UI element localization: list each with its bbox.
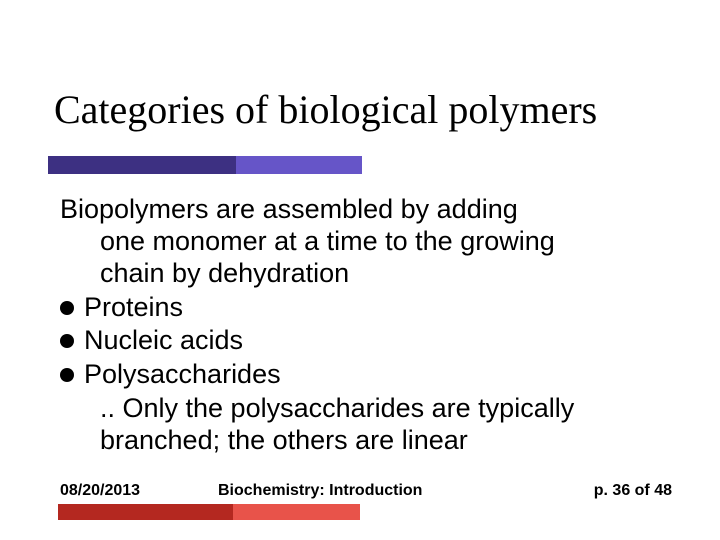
bullet-label: Polysaccharides: [84, 359, 281, 391]
lead-line2: one monomer at a time to the growing: [60, 226, 670, 258]
underline-seg2: [236, 156, 362, 174]
underline-seg1: [48, 156, 236, 174]
note-paragraph: .. Only the polysaccharides are typicall…: [60, 393, 670, 457]
footer-page: p. 36 of 48: [594, 482, 672, 500]
body-area: Biopolymers are assembled by adding one …: [60, 194, 670, 457]
lead-line3: chain by dehydration: [60, 258, 670, 290]
slide-title: Categories of biological polymers: [54, 86, 694, 133]
bullet-item-nucleic-acids: Nucleic acids: [60, 325, 670, 357]
lead-line1: Biopolymers are assembled by adding: [60, 194, 670, 226]
bullet-label: Nucleic acids: [84, 325, 243, 357]
bullet-dot-icon: [60, 334, 74, 348]
slide: Categories of biological polymers Biopol…: [0, 0, 720, 540]
bullet-item-polysaccharides: Polysaccharides: [60, 359, 670, 391]
bullet-dot-icon: [60, 301, 74, 315]
bullet-item-proteins: Proteins: [60, 292, 670, 324]
note-line2: branched; the others are linear: [100, 425, 670, 457]
lead-paragraph: Biopolymers are assembled by adding one …: [60, 194, 670, 290]
footer-seg1: [58, 504, 233, 520]
footer-underline: [58, 504, 360, 520]
footer-date: 08/20/2013: [60, 482, 140, 500]
note-line1: .. Only the polysaccharides are typicall…: [100, 393, 670, 425]
footer-center: Biochemistry: Introduction: [218, 482, 422, 500]
bullet-dot-icon: [60, 368, 74, 382]
bullet-label: Proteins: [84, 292, 183, 324]
footer-seg2: [233, 504, 360, 520]
footer: 08/20/2013 Biochemistry: Introduction p.…: [60, 482, 672, 500]
title-underline: [48, 156, 362, 174]
